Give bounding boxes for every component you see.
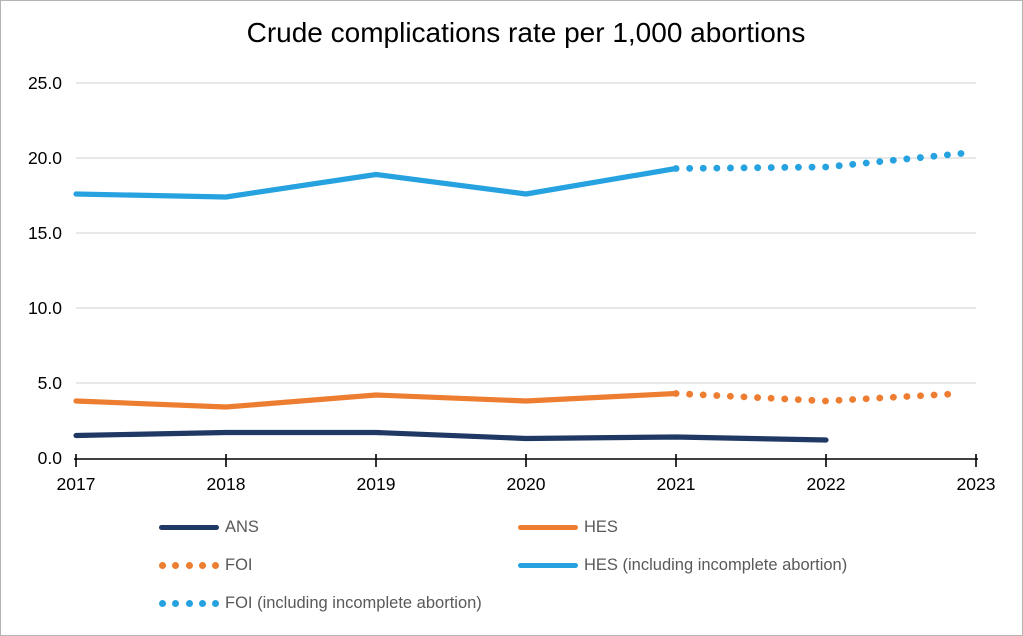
legend-label: FOI (including incomplete abortion) xyxy=(225,593,482,612)
legend-swatch-dotted-line-icon xyxy=(159,561,219,569)
x-axis-tick-label: 2022 xyxy=(807,474,846,494)
legend-item-hes-including-incomplete-abortion: HES (including incomplete abortion) xyxy=(518,553,998,577)
series-line-foi-including-incomplete-abortion xyxy=(672,150,965,172)
x-axis-tick-label: 2017 xyxy=(57,474,96,494)
x-axis-tick-label: 2019 xyxy=(357,474,396,494)
x-axis-tick-label: 2020 xyxy=(507,474,546,494)
series-line-foi xyxy=(672,390,965,405)
legend-item-foi-including-incomplete-abortion: FOI (including incomplete abortion) xyxy=(159,591,518,615)
x-axis-tick-label: 2021 xyxy=(657,474,696,494)
series-line-hes xyxy=(73,390,679,410)
legend-swatch-solid-line-icon xyxy=(518,524,578,530)
x-axis-tick-label: 2018 xyxy=(207,474,246,494)
legend-label: ANS xyxy=(225,517,259,536)
legend-swatch-solid-line-icon xyxy=(518,562,578,568)
y-axis-tick-label: 15.0 xyxy=(28,223,62,243)
legend-label: FOI xyxy=(225,555,253,574)
series-line-ans xyxy=(73,429,829,443)
y-axis-tick-label: 0.0 xyxy=(38,448,63,468)
y-axis-tick-label: 5.0 xyxy=(38,373,63,393)
chart-legend: ANS HES FOI HES (including incomplete abort… xyxy=(159,515,998,615)
y-axis-tick-label: 25.0 xyxy=(28,73,62,93)
legend-swatch-solid-line-icon xyxy=(159,524,219,530)
legend-item-foi: FOI xyxy=(159,553,518,577)
legend-label: HES xyxy=(584,517,618,536)
legend-label: HES (including incomplete abortion) xyxy=(584,555,848,574)
legend-swatch-dotted-line-icon xyxy=(159,599,219,607)
x-axis-tick-label: 2023 xyxy=(957,474,996,494)
chart-title: Crude complications rate per 1,000 abort… xyxy=(246,17,806,48)
series-line-hes-including-incomplete-abortion xyxy=(73,165,679,200)
y-axis-tick-label: 20.0 xyxy=(28,148,62,168)
legend-item-hes: HES xyxy=(518,515,998,539)
y-axis-tick-label: 10.0 xyxy=(28,298,62,318)
legend-item-ans: ANS xyxy=(159,515,518,539)
